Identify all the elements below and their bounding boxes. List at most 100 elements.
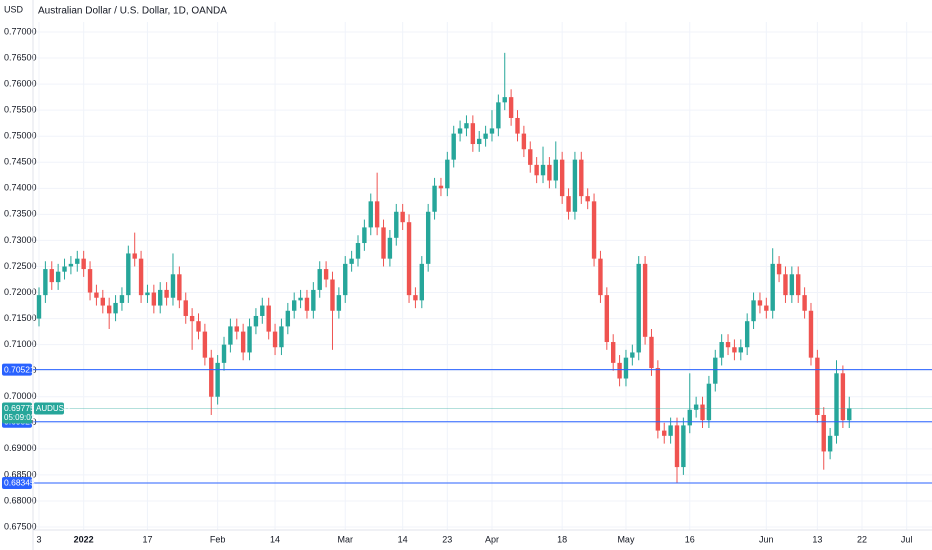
y-tick-label: 0.75500 [4,105,37,115]
candle-body [311,289,316,311]
candle-body [387,237,393,259]
candle-body [374,201,380,228]
candle-body [438,185,444,189]
candle-body [419,263,424,301]
candle-body [521,133,527,150]
x-tick-label: 2022 [74,534,94,544]
candle-body [559,159,565,197]
y-tick-label: 0.76500 [4,52,37,62]
candle-body [113,302,118,314]
candle-body [776,263,782,275]
candle-body [815,357,820,415]
candle-body [451,133,456,160]
candle-body [693,404,699,410]
candle-body [164,289,169,298]
candle-body [528,149,533,165]
x-tick-label: Jul [901,534,913,544]
candle-body [553,159,558,181]
candle-body [126,253,131,296]
candle-body [572,159,578,212]
y-tick-label: 0.74000 [4,183,37,193]
y-tick-label: 0.71000 [4,339,37,349]
candle-body [209,357,214,397]
candle-body [285,310,291,327]
y-tick-label: 0.72500 [4,261,37,271]
candle-body [655,368,661,431]
candle-body [540,164,546,176]
y-tick-label: 0.68500 [4,469,37,479]
level-tag-label: 0.68345 [4,478,35,488]
last-price-label: 0.69775 [4,403,35,413]
candle-body [304,297,310,311]
y-tick-label: 0.70000 [4,391,37,401]
candle-body [432,185,437,212]
x-tick-label: 18 [557,534,567,544]
candle-body [508,97,514,118]
x-tick-label: 22 [857,534,867,544]
candle-body [808,310,814,358]
candle-body [623,357,629,379]
x-tick-label: 3 [36,534,41,544]
candle-body [585,196,590,202]
x-tick-label: Apr [485,534,499,544]
candle-body [470,123,476,145]
candle-body [106,305,112,314]
candle-body [336,295,342,311]
candle-body [770,263,775,311]
candle-body [36,295,42,319]
candle-body [215,362,220,397]
candle-body [674,425,680,468]
candle-body [579,159,584,197]
y-tick-label: 0.67500 [4,521,37,531]
candle-body [662,430,667,436]
candle-body [783,274,788,296]
candle-body [489,128,495,134]
candle-body [68,263,74,267]
y-tick-label: 0.73000 [4,235,37,245]
candle-body [681,425,686,468]
candle-body [247,326,252,353]
candle-body [234,326,239,332]
candle-body [196,321,201,332]
candle-body [298,297,303,301]
symbol-tag [34,402,64,415]
candle-body [566,196,571,212]
x-tick-label: 14 [270,534,280,544]
candle-body [591,201,597,259]
candle-body [394,211,399,238]
candle-body [253,315,259,327]
x-tick-label: 14 [398,534,408,544]
candle-body [189,315,195,322]
candle-body [649,336,654,369]
y-tick-label: 0.75000 [4,131,37,141]
candle-body [534,164,539,176]
candle-body [266,305,271,332]
candle-body [406,222,412,296]
candle-body [158,289,163,306]
candle-body [847,408,852,421]
candle-body [240,331,246,353]
y-tick-label: 0.77000 [4,26,37,36]
candle-body [138,258,144,296]
candle-body [355,243,361,259]
currency-label: USD [4,4,24,14]
candle-body [145,292,150,296]
candle-body [260,305,265,316]
last-price-tag [2,402,32,424]
candle-body [413,295,418,301]
candle-body [744,321,750,348]
candle-body [292,300,297,311]
candle-body [381,227,386,259]
candle-body [170,274,176,298]
y-tick-label: 0.68000 [4,495,37,505]
level-tag [2,476,32,489]
candle-body [464,123,469,129]
candle-body [496,102,501,129]
candle-body [400,211,405,223]
candle-body [757,300,763,306]
candle-body [49,269,54,283]
candle-body [502,97,507,103]
